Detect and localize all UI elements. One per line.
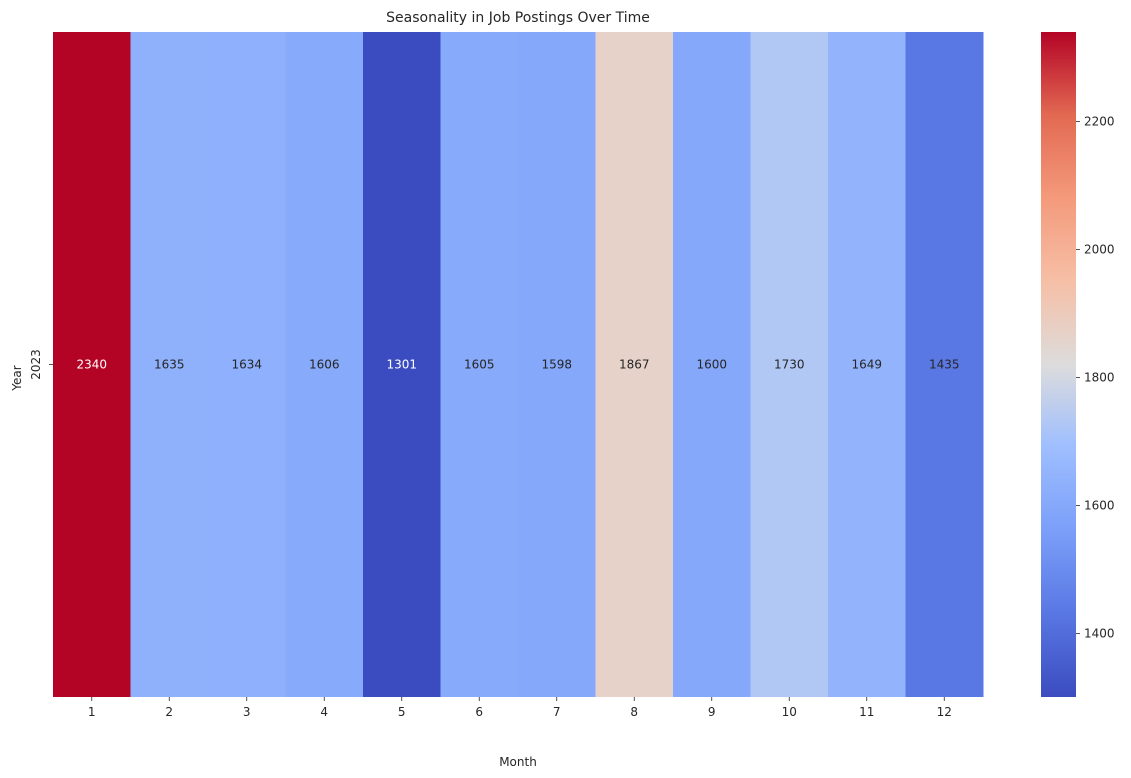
colorbar-tick-label: 1400 [1084,627,1115,641]
cell-value-label: 1635 [154,358,185,372]
x-tick-label: 10 [782,705,797,719]
cell-value-label: 1649 [851,358,882,372]
cell-value-label: 1605 [464,358,495,372]
heatmap-cell-6 [440,32,519,697]
heatmap-cell-9 [673,32,751,697]
cell-value-label: 1606 [309,358,340,372]
x-tick-label: 3 [243,705,251,719]
heatmap-cell-7 [518,32,596,697]
colorbar [1041,32,1076,697]
x-tick-label: 2 [165,705,173,719]
heatmap-cell-labels: 2340 1635 1634 1606 1301 1605 1598 1867 1600 1730… [76,358,959,372]
x-tick-label: 12 [937,705,952,719]
colorbar-tick-label: 1600 [1084,499,1115,513]
cell-value-label: 1634 [231,358,262,372]
cell-value-label: 1598 [541,358,572,372]
x-tick-label: 11 [859,705,874,719]
x-tick-label: 5 [398,705,406,719]
x-axis-title: Month [499,755,537,769]
cell-value-label: 2340 [76,358,107,372]
y-tick-label: 2023 [29,349,43,380]
x-tick-label: 9 [708,705,716,719]
cell-value-label: 1730 [774,358,805,372]
heatmap-cell-8 [595,32,674,697]
heatmap-cell-2 [130,32,209,697]
x-tick-label: 1 [88,705,96,719]
cell-value-label: 1301 [386,358,417,372]
y-axis-title: Year [10,365,24,391]
x-axis-ticks: 1 2 3 4 5 6 7 8 9 10 11 12 [88,697,952,719]
x-tick-label: 8 [630,705,638,719]
heatmap-cell-11 [828,32,906,697]
heatmap-cell-10 [750,32,829,697]
colorbar-tick-label: 1800 [1084,371,1115,385]
cell-value-label: 1867 [619,358,650,372]
y-axis-ticks: 2023 [29,349,53,380]
x-tick-label: 7 [553,705,561,719]
chart-title: Seasonality in Job Postings Over Time [386,10,650,26]
heatmap-cell-12 [905,32,984,697]
heatmap-cell-1 [53,32,131,697]
colorbar-tick-label: 2200 [1084,115,1115,129]
cell-value-label: 1435 [929,358,960,372]
x-tick-label: 6 [475,705,483,719]
cell-value-label: 1600 [696,358,727,372]
x-tick-label: 4 [320,705,328,719]
colorbar-ticks: 1400 1600 1800 2000 2200 [1076,115,1115,641]
heatmap-cell-5 [363,32,441,697]
heatmap-cell-4 [285,32,364,697]
heatmap-cell-3 [208,32,286,697]
heatmap-cells [53,32,984,697]
colorbar-tick-label: 2000 [1084,243,1115,257]
